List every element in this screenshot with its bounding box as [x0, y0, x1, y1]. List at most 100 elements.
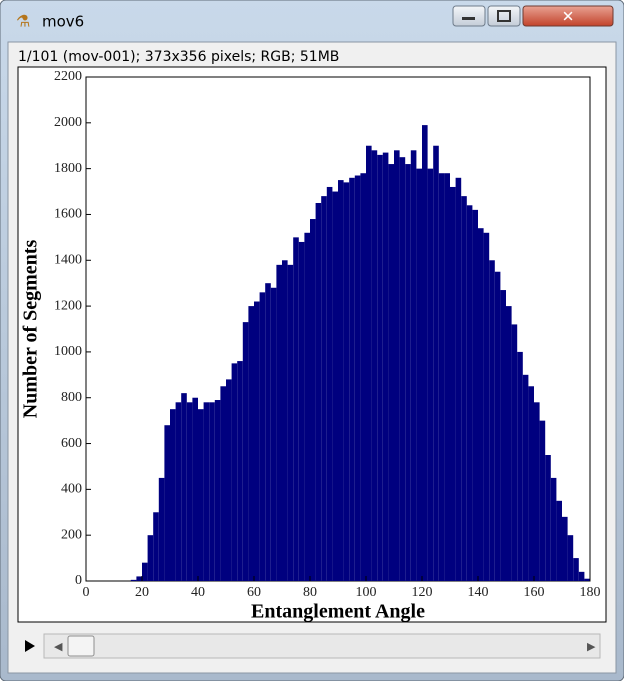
bar [270, 287, 277, 581]
y-tick-label: 2000 [54, 115, 82, 130]
status-text: 1/101 (mov-001); 373x356 pixels; RGB; 51… [18, 49, 339, 65]
bar [254, 301, 260, 581]
app-icon: ⚗ [16, 12, 30, 31]
close-icon: ✕ [562, 8, 575, 26]
bar [175, 402, 182, 581]
bar [259, 292, 266, 581]
bar [136, 576, 142, 581]
bar [483, 232, 490, 582]
x-tick-label: 20 [135, 585, 149, 600]
y-tick-label: 0 [75, 573, 82, 588]
bar [354, 175, 361, 581]
play-button[interactable] [25, 640, 35, 652]
bar [422, 125, 428, 581]
bar [377, 154, 383, 581]
bar [438, 173, 445, 581]
x-tick-label: 140 [468, 585, 489, 600]
bar [315, 203, 322, 581]
scrollbar[interactable] [43, 633, 601, 659]
y-tick-label: 400 [61, 482, 82, 497]
bar [130, 579, 137, 581]
x-tick-label: 80 [303, 585, 317, 600]
bar [433, 145, 439, 581]
bar [545, 455, 551, 581]
bar [343, 182, 350, 581]
bar [478, 228, 484, 581]
bar [209, 402, 215, 581]
y-tick-label: 1600 [54, 207, 82, 222]
bar [427, 168, 434, 582]
bar [371, 150, 378, 582]
bar [231, 363, 238, 581]
bar [338, 180, 344, 581]
y-tick-label: 1800 [54, 161, 82, 176]
scroll-left[interactable]: ◀ [54, 640, 63, 653]
x-axis-label: Entanglement Angle [251, 601, 425, 623]
bar [326, 186, 333, 582]
minimize-icon [462, 17, 475, 20]
bar [304, 232, 310, 582]
bar [332, 191, 338, 581]
bar [461, 196, 467, 582]
bar [556, 500, 562, 581]
x-tick-label: 40 [191, 585, 205, 600]
window-title: mov6 [42, 13, 84, 31]
bar [522, 374, 529, 581]
bar [466, 205, 473, 582]
x-tick-label: 0 [83, 585, 90, 600]
bar [153, 512, 159, 581]
bar [584, 578, 590, 581]
bar [248, 306, 254, 581]
bar [321, 196, 327, 582]
bar [282, 260, 288, 581]
x-tick-label: 60 [247, 585, 261, 600]
bar [265, 283, 271, 581]
bar [394, 150, 400, 582]
bar [214, 400, 221, 581]
scroll-thumb[interactable] [67, 635, 95, 657]
bar [293, 237, 299, 581]
maximize-button[interactable] [487, 5, 521, 27]
bar [147, 535, 154, 581]
bar [287, 264, 294, 581]
bar [181, 393, 187, 581]
y-tick-label: 1000 [54, 344, 82, 359]
y-tick-label: 1200 [54, 298, 82, 313]
y-tick-label: 1400 [54, 252, 82, 267]
bar [494, 271, 501, 581]
x-tick-label: 180 [580, 585, 601, 600]
bar [573, 558, 579, 581]
x-tick-label: 100 [356, 585, 377, 600]
bar [455, 177, 462, 582]
close-button[interactable] [522, 5, 614, 27]
bar [349, 177, 355, 582]
bar [186, 402, 193, 581]
scroll-right[interactable]: ▶ [587, 640, 596, 653]
bar [164, 425, 170, 581]
bar [220, 386, 226, 581]
bar [310, 219, 316, 581]
bar [506, 306, 512, 581]
bar [170, 409, 176, 581]
bar [405, 164, 411, 581]
bar [489, 260, 495, 581]
bar [242, 322, 249, 581]
bar [388, 164, 394, 581]
x-tick-label: 160 [524, 585, 545, 600]
bar [382, 152, 389, 581]
y-tick-label: 600 [61, 436, 82, 451]
minimize-button[interactable] [452, 5, 486, 27]
maximize-icon [497, 10, 511, 22]
bar [539, 420, 546, 581]
bar [472, 209, 478, 581]
y-tick-label: 800 [61, 390, 82, 405]
bar [567, 535, 574, 581]
bar [534, 402, 540, 581]
bar [192, 397, 198, 581]
y-tick-label: 2200 [54, 69, 82, 84]
bar [142, 562, 148, 581]
bar [517, 351, 523, 581]
bar [198, 409, 204, 581]
